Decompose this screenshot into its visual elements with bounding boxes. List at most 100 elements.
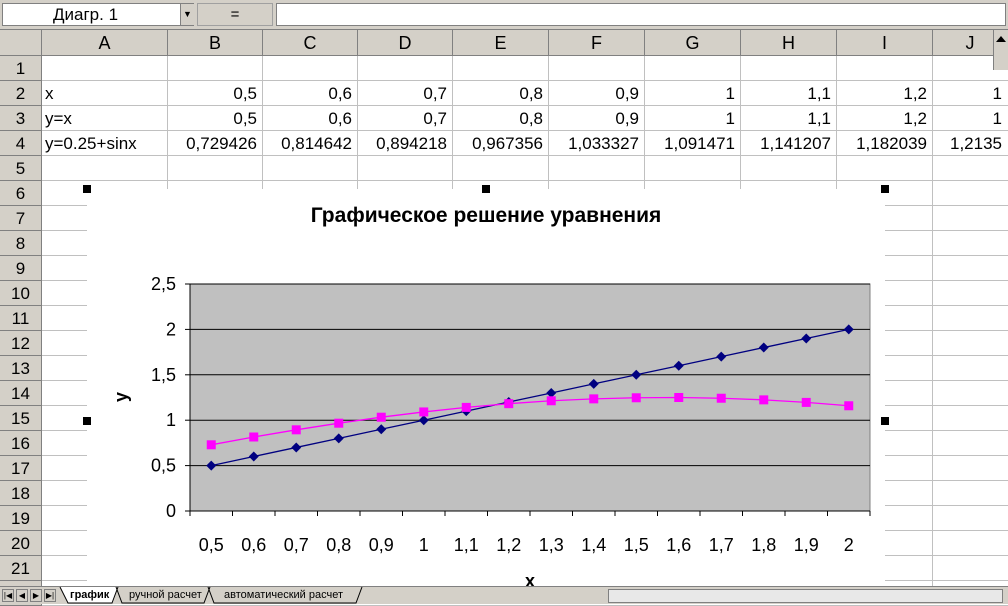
next-sheet-icon[interactable]: ▶ — [30, 589, 42, 602]
resize-handle-tr[interactable] — [881, 185, 889, 193]
series-1-point — [758, 342, 769, 353]
series-2-point — [801, 397, 811, 407]
cell-a2[interactable]: x — [45, 84, 54, 103]
column-header-d[interactable]: D — [358, 30, 453, 56]
x-axis-label: x — [525, 571, 535, 589]
x-tick-label: 1,7 — [709, 535, 734, 555]
cell-i3[interactable]: 1,2 — [903, 109, 927, 128]
series-2-point — [376, 412, 386, 422]
row-header-17[interactable]: 17 — [0, 456, 42, 481]
column-header-c[interactable]: C — [263, 30, 358, 56]
column-header-b[interactable]: B — [168, 30, 263, 56]
column-header-e[interactable]: E — [453, 30, 549, 56]
row-header-21[interactable]: 21 — [0, 556, 42, 581]
cell-g3[interactable]: 1 — [725, 109, 735, 128]
row-header-14[interactable]: 14 — [0, 381, 42, 406]
tab-grafik[interactable]: график — [70, 589, 110, 601]
cell-e3[interactable]: 0,8 — [519, 109, 543, 128]
row-header-2[interactable]: 2 — [0, 81, 42, 106]
row-header-5[interactable]: 5 — [0, 156, 42, 181]
row-header-16[interactable]: 16 — [0, 431, 42, 456]
select-all-corner[interactable] — [0, 30, 42, 56]
row-header-12[interactable]: 12 — [0, 331, 42, 356]
tab-auto-calc[interactable]: автоматический расчет — [224, 589, 344, 601]
vertical-scrollbar[interactable] — [993, 30, 1008, 70]
cell-f2[interactable]: 0,9 — [615, 84, 639, 103]
column-header-h[interactable]: H — [741, 30, 837, 56]
row-header-13[interactable]: 13 — [0, 356, 42, 381]
row-header-11[interactable]: 11 — [0, 306, 42, 331]
row-header-3[interactable]: 3 — [0, 106, 42, 131]
cell-h2[interactable]: 1,1 — [807, 84, 831, 103]
cell-e2[interactable]: 0,8 — [519, 84, 543, 103]
cell-i4[interactable]: 1,182039 — [856, 134, 927, 153]
row-header-6[interactable]: 6 — [0, 181, 42, 206]
resize-handle-tl[interactable] — [83, 185, 91, 193]
cell-c3[interactable]: 0,6 — [328, 109, 352, 128]
row-header-4[interactable]: 4 — [0, 131, 42, 156]
series-1-point — [206, 460, 217, 471]
cell-d2[interactable]: 0,7 — [423, 84, 447, 103]
grid-vline — [932, 56, 933, 586]
series-2-point — [716, 393, 726, 403]
last-sheet-icon[interactable]: ▶| — [44, 589, 56, 602]
chevron-down-icon[interactable]: ▼ — [180, 4, 194, 25]
row-header-9[interactable]: 9 — [0, 256, 42, 281]
cell-i2[interactable]: 1,2 — [903, 84, 927, 103]
row-header-1[interactable]: 1 — [0, 56, 42, 81]
cell-j4[interactable]: 1,2135 — [950, 134, 1002, 153]
cell-b3[interactable]: 0,5 — [233, 109, 257, 128]
series-1-line — [211, 328, 849, 467]
cell-e4[interactable]: 0,967356 — [472, 134, 543, 153]
cell-a3[interactable]: y=x — [45, 109, 72, 128]
column-header-a[interactable]: A — [42, 30, 168, 56]
cell-a4[interactable]: y=0.25+sinx — [45, 134, 137, 153]
series-2-point — [631, 393, 641, 403]
resize-handle-ml[interactable] — [83, 417, 91, 425]
series-2-point — [334, 418, 344, 428]
series-2-point — [249, 432, 259, 442]
column-header-i[interactable]: I — [837, 30, 933, 56]
sheet-tab-bar: |◀ ◀ ▶ ▶| график ручной расчет автоматич… — [0, 586, 1008, 604]
cell-j2[interactable]: 1 — [992, 84, 1002, 103]
series-1-point — [716, 351, 727, 362]
scroll-up-icon[interactable] — [996, 36, 1006, 42]
resize-handle-mr[interactable] — [881, 417, 889, 425]
cell-b2[interactable]: 0,5 — [233, 84, 257, 103]
cell-f4[interactable]: 1,033327 — [568, 134, 639, 153]
formula-input[interactable] — [276, 3, 1006, 26]
first-sheet-icon[interactable]: |◀ — [2, 589, 14, 602]
cell-h4[interactable]: 1,141207 — [760, 134, 831, 153]
row-header-20[interactable]: 20 — [0, 531, 42, 556]
tab-manual-calc[interactable]: ручной расчет — [129, 589, 202, 601]
horizontal-scrollbar[interactable] — [608, 589, 1003, 603]
cell-g4[interactable]: 1,091471 — [664, 134, 735, 153]
cell-g2[interactable]: 1 — [725, 84, 735, 103]
series-1-point — [546, 387, 557, 398]
x-tick-label: 0,9 — [369, 535, 394, 555]
cell-c2[interactable]: 0,6 — [328, 84, 352, 103]
row-header-8[interactable]: 8 — [0, 231, 42, 256]
chart-object[interactable]: Графическое решение уравнения 0 0,5 1 1,5 2 2,… — [87, 189, 885, 589]
series-1-point — [673, 360, 684, 371]
name-box[interactable]: Диагр. 1 ▼ — [2, 3, 194, 26]
equals-button[interactable]: = — [197, 3, 273, 26]
cell-b4[interactable]: 0,729426 — [186, 134, 257, 153]
column-header-g[interactable]: G — [645, 30, 741, 56]
resize-handle-tm[interactable] — [482, 185, 490, 193]
row-header-7[interactable]: 7 — [0, 206, 42, 231]
row-header-15[interactable]: 15 — [0, 406, 42, 431]
cell-h3[interactable]: 1,1 — [807, 109, 831, 128]
cell-d3[interactable]: 0,7 — [423, 109, 447, 128]
series-2-point — [206, 440, 216, 450]
cell-f3[interactable]: 0,9 — [615, 109, 639, 128]
series-2-line — [211, 396, 849, 446]
cell-c4[interactable]: 0,814642 — [281, 134, 352, 153]
column-header-f[interactable]: F — [549, 30, 645, 56]
row-header-10[interactable]: 10 — [0, 281, 42, 306]
cell-d4[interactable]: 0,894218 — [376, 134, 447, 153]
row-header-18[interactable]: 18 — [0, 481, 42, 506]
row-header-19[interactable]: 19 — [0, 506, 42, 531]
prev-sheet-icon[interactable]: ◀ — [16, 589, 28, 602]
cell-j3[interactable]: 1 — [992, 109, 1002, 128]
